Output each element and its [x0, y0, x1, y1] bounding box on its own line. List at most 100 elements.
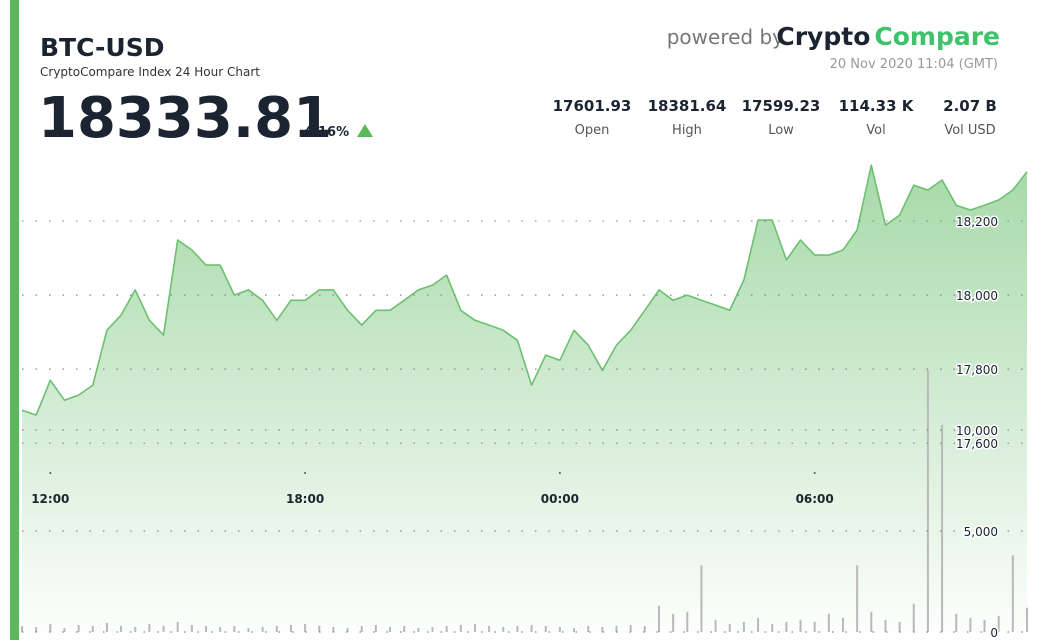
volume-bar: [728, 623, 731, 632]
x-tick-label: 00:00: [541, 492, 579, 506]
brand-part: Compare: [874, 22, 1000, 51]
change: 4.16%: [304, 125, 349, 140]
volume-bar: [473, 623, 476, 632]
volume-bar: [360, 625, 363, 632]
volume-bar: [389, 626, 392, 632]
volume-bar: [573, 627, 576, 632]
y-tick-label: 17,600: [956, 437, 998, 451]
volume-bar: [346, 627, 349, 632]
volume-bar: [898, 621, 901, 632]
stat-label: Vol USD: [944, 123, 995, 138]
volume-bar: [827, 613, 830, 632]
x-tick-mark: [304, 472, 307, 474]
volume-bar: [205, 625, 208, 632]
volume-bar: [983, 619, 986, 632]
x-tick-label: 06:00: [796, 492, 834, 506]
volume-bar: [771, 623, 774, 632]
volume-bar: [742, 621, 745, 632]
volume-bar: [700, 565, 703, 632]
volume-bar: [374, 624, 377, 632]
volume-bar: [77, 624, 80, 632]
volume-bar: [488, 625, 491, 632]
volume-bar: [289, 624, 292, 632]
accent-bar: [10, 0, 19, 640]
volume-bar: [233, 625, 236, 632]
title: BTC-USD: [40, 33, 164, 62]
volume-bar: [134, 626, 137, 632]
volume-bar: [870, 611, 873, 632]
price-line: [21, 164, 1028, 416]
volume-bar: [813, 621, 816, 632]
y-tick-label: 0: [990, 626, 998, 640]
volume-bar: [686, 611, 689, 632]
x-tick-mark: [49, 472, 52, 474]
x-tick-mark: [813, 472, 816, 474]
volume-bar: [1011, 555, 1014, 632]
volume-bar: [91, 625, 94, 632]
volume-bar: [148, 623, 151, 632]
volume-bar: [261, 626, 264, 632]
volume-bar: [714, 619, 717, 632]
volume-bar: [941, 424, 944, 632]
stat-label: Open: [575, 123, 610, 138]
volume-bar: [643, 625, 646, 632]
volume-bar: [275, 625, 278, 632]
y-tick-label: 18,000: [956, 289, 998, 303]
volume-bar: [969, 617, 972, 632]
volume-bar: [431, 626, 434, 632]
volume-bar: [856, 565, 859, 632]
volume-bar: [162, 625, 165, 632]
volume-bar: [120, 625, 123, 632]
volume-bar: [955, 613, 958, 632]
volume-bar: [785, 621, 788, 632]
volume-bar: [63, 627, 66, 632]
volume-bar: [190, 624, 193, 632]
y-tick-label: 5,000: [964, 525, 998, 539]
stat-label: Low: [768, 123, 794, 138]
volume-bar: [49, 623, 52, 632]
y-tick-label: 10,000: [956, 424, 998, 438]
volume-bar: [997, 615, 1000, 632]
volume-bar: [445, 625, 448, 632]
up-arrow: [357, 124, 373, 137]
volume-bar: [884, 619, 887, 632]
volume-bar: [35, 626, 38, 632]
volume-bar: [21, 625, 23, 632]
volume-bar: [417, 627, 420, 632]
volume-bar: [544, 625, 547, 632]
brand-part: Crypto: [776, 22, 870, 51]
x-tick-label: 12:00: [31, 492, 69, 506]
timestamp: 20 Nov 2020 11:04 (GMT): [830, 57, 998, 72]
volume-bar: [516, 625, 519, 632]
volume-bar: [558, 626, 561, 632]
volume-bar: [530, 624, 533, 632]
stat-value: 18381.64: [648, 97, 727, 115]
volume-bar: [587, 625, 590, 632]
volume-bar: [176, 621, 179, 632]
volume-bar: [105, 622, 108, 632]
x-tick-mark: [558, 472, 561, 474]
subtitle: CryptoCompare Index 24 Hour Chart: [40, 65, 260, 79]
volume-bar: [912, 603, 915, 632]
stat-label: High: [672, 123, 702, 138]
stat-value: 114.33 K: [839, 97, 915, 115]
stats: 17601.93 Open 18381.64 High 17599.23 Low 114.3…: [553, 97, 997, 138]
volume-bar: [615, 625, 618, 632]
volume-bar: [332, 626, 335, 632]
price-area: [22, 165, 1027, 632]
stat-value: 17599.23: [742, 97, 821, 115]
volume-bar: [926, 369, 929, 632]
volume-bar: [841, 617, 844, 632]
stat-label: Vol: [866, 123, 885, 138]
volume-bar: [601, 626, 604, 632]
stat-value: 2.07 B: [943, 97, 997, 115]
volume-bar: [799, 619, 802, 632]
volume-bar: [629, 624, 632, 632]
volume-bar: [247, 627, 250, 632]
volume-bar: [1026, 607, 1028, 632]
volume-bar: [318, 625, 321, 632]
y-tick-label: 18,200: [956, 215, 998, 229]
volume-bar: [459, 624, 462, 632]
